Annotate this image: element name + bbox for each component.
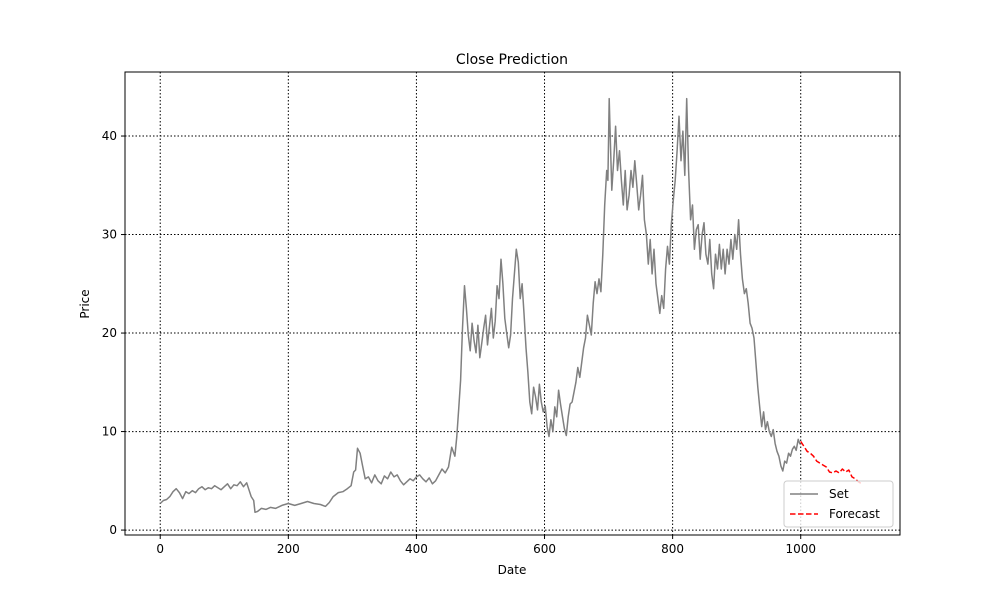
legend-label-forecast: Forecast [829, 507, 880, 521]
x-tick-label-1: 200 [277, 542, 300, 556]
x-tick-label-2: 400 [405, 542, 428, 556]
series-layer [159, 97, 862, 514]
chart-title: Close Prediction [456, 52, 568, 68]
y-tick-label-0: 0 [109, 523, 117, 537]
legend-box [783, 480, 894, 528]
series-line-forecast [800, 440, 862, 485]
plot-frame [124, 71, 901, 536]
legend-label-set: Set [829, 487, 849, 501]
x-tick-label-5: 1000 [785, 542, 816, 556]
legend: Set Forecast [783, 480, 894, 528]
x-axis-label: Date [498, 563, 527, 577]
ticks: 0 200 400 600 800 1000 0 10 20 30 40 [102, 129, 816, 556]
x-tick-label-3: 600 [533, 542, 556, 556]
x-tick-label-4: 800 [661, 542, 684, 556]
y-tick-label-1: 10 [102, 425, 117, 439]
y-tick-label-2: 20 [102, 326, 117, 340]
y-tick-label-3: 30 [102, 228, 117, 242]
y-tick-label-4: 40 [102, 129, 117, 143]
series-line-set [159, 97, 801, 514]
grid [125, 72, 900, 535]
y-axis-label: Price [78, 289, 92, 318]
x-tick-label-0: 0 [156, 542, 164, 556]
